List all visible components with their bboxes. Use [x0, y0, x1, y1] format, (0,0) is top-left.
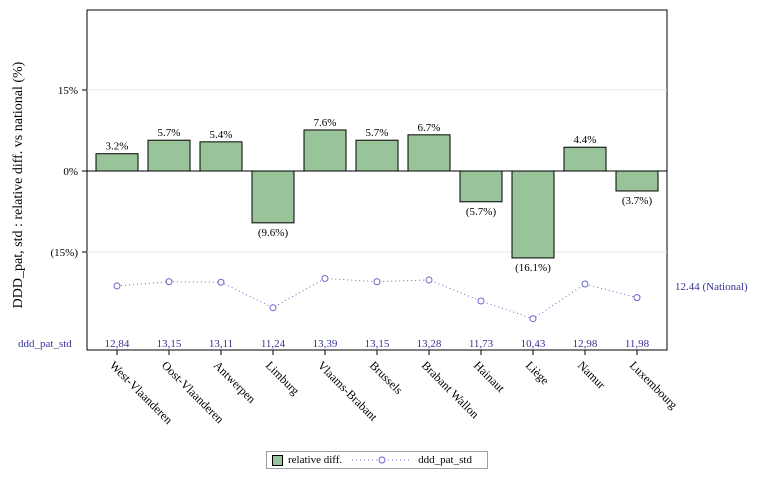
- ddd-row-label: ddd_pat_std: [18, 338, 72, 350]
- ddd-value-label: 11,24: [261, 338, 286, 350]
- bar: [563, 146, 607, 172]
- ddd-value-label: 12,84: [105, 338, 130, 350]
- ddd-marker: [477, 297, 485, 305]
- bar: [355, 139, 399, 172]
- ddd-value-label: 11,98: [625, 338, 650, 350]
- x-category-label: Luxembourg: [627, 358, 681, 412]
- ddd-value-row: 12,84 13,15 13,11 11,24 13,39 13,15 13,28 11,73…: [105, 338, 650, 350]
- bar-value-label: (3.7%): [622, 195, 653, 207]
- x-category-label: Hainaut: [471, 358, 508, 395]
- national-reference-label: 12.44 (National): [675, 281, 748, 293]
- x-category-label: Limburg: [263, 358, 302, 397]
- ddd-value-label: 10,43: [521, 338, 546, 350]
- ddd-value-label: 13,28: [417, 338, 442, 350]
- legend-bar-swatch: [272, 454, 283, 466]
- ddd-marker: [321, 274, 329, 282]
- bar: [511, 170, 555, 259]
- bar-value-label: (16.1%): [515, 262, 551, 274]
- ddd-value-label: 13,15: [157, 338, 182, 350]
- bar: [147, 139, 191, 172]
- x-category-label: Namur: [575, 358, 608, 391]
- ddd-value-label: 11,73: [469, 338, 494, 350]
- ddd-marker: [113, 282, 121, 290]
- bar-value-label: (5.7%): [466, 206, 497, 218]
- ddd-marker: [165, 278, 173, 286]
- y-tick-label: (15%): [51, 247, 79, 259]
- ddd-marker: [529, 315, 537, 323]
- bar: [199, 141, 243, 172]
- x-category-label: Antwerpen: [211, 358, 259, 406]
- bar-value-label: 4.4%: [574, 134, 597, 146]
- bar-value-label: 5.4%: [210, 129, 233, 141]
- y-tick-label: 15%: [58, 85, 78, 97]
- ddd-marker: [633, 294, 641, 302]
- x-category-label: Liège: [523, 358, 552, 387]
- bar-data-labels: 3.2% 5.7% 5.4% (9.6%) 7.6% 5.7% 6.7% (5.7%) (16.…: [106, 117, 653, 274]
- ddd-marker: [581, 280, 589, 288]
- ddd-value-label: 13,11: [209, 338, 233, 350]
- ddd-line-series: [113, 274, 641, 323]
- ddd-value-label: 13,15: [365, 338, 390, 350]
- ddd-value-label: 13,39: [313, 338, 338, 350]
- y-axis-ticks: 15% 0% (15%): [51, 85, 87, 259]
- y-axis-title: DDD_pat, std : relative diff. vs nationa…: [11, 61, 26, 308]
- legend-bar-label: relative diff.: [288, 454, 343, 466]
- bar-value-label: 3.2%: [106, 141, 129, 153]
- ddd-marker: [373, 278, 381, 286]
- x-category-label: Brussels: [367, 358, 406, 397]
- legend: relative diff. ddd_pat_std: [266, 451, 488, 469]
- legend-line-marker: [352, 456, 413, 464]
- y-tick-label: 0%: [63, 166, 78, 178]
- ddd-marker: [217, 278, 225, 286]
- bar: [459, 170, 503, 203]
- bar-value-label: 5.7%: [158, 127, 181, 139]
- bar: [95, 153, 139, 172]
- bar: [407, 134, 451, 172]
- bar: [303, 129, 347, 172]
- bar: [251, 170, 295, 224]
- bar-value-label: 6.7%: [418, 122, 441, 134]
- gridlines: [87, 89, 667, 253]
- ddd-marker: [425, 276, 433, 284]
- bar-value-label: (9.6%): [258, 227, 289, 239]
- bar: [615, 170, 659, 192]
- bar-series: [87, 129, 667, 259]
- bar-value-label: 7.6%: [314, 117, 337, 129]
- ddd-value-label: 12,98: [573, 338, 598, 350]
- legend-line-label: ddd_pat_std: [418, 454, 472, 466]
- plot-frame: [86, 9, 668, 351]
- bar-value-label: 5.7%: [366, 127, 389, 139]
- ddd-marker: [269, 304, 277, 312]
